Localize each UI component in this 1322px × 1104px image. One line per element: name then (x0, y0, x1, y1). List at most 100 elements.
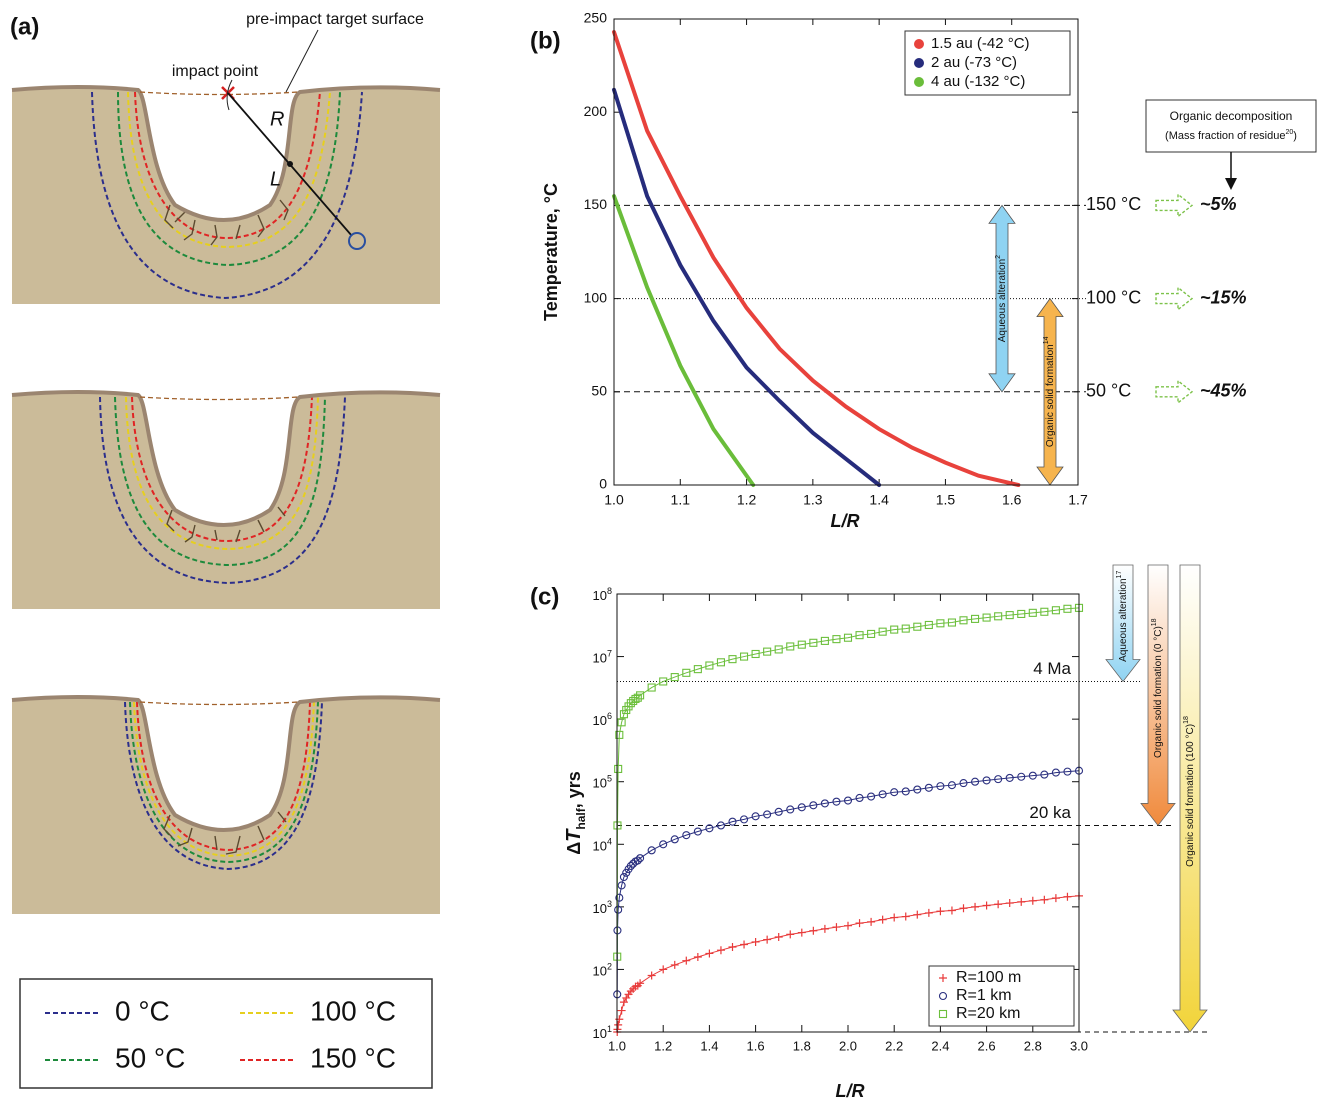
reference-label: 50 °C (1086, 381, 1131, 401)
legend-label: 50 °C (115, 1042, 185, 1073)
wall-point (287, 161, 293, 167)
marker-circle (994, 775, 1003, 784)
marker-square (647, 683, 656, 692)
marker-square (890, 625, 899, 634)
marker-plus (1051, 894, 1060, 903)
x-tick-label: 1.6 (747, 1038, 765, 1053)
marker-plus (617, 1006, 626, 1015)
range-label: Organic solid formation (0 °C)18 (1151, 618, 1163, 758)
marker-square (832, 635, 841, 644)
marker-square (936, 619, 945, 628)
marker-square (878, 627, 887, 636)
marker-plus (670, 960, 679, 969)
y-tick-label: 103 (593, 899, 612, 916)
y-tick-exponent: 4 (607, 837, 612, 847)
x-axis-title: L/R (836, 1081, 865, 1101)
residue-subtitle-part: (Mass fraction of residue (1165, 130, 1285, 142)
marker-plus (751, 937, 760, 946)
y-tick-label: 250 (584, 10, 608, 26)
marker-square (938, 1009, 948, 1019)
marker-circle (693, 827, 702, 836)
crater-3 (11, 695, 441, 914)
y-tick-label: 100 (584, 289, 608, 305)
y-axis-title-part: T (563, 828, 585, 842)
marker-circle (959, 779, 968, 788)
pre-impact-surface (139, 701, 299, 706)
marker-circle (890, 788, 899, 797)
marker-plus (913, 910, 922, 919)
pre-impact-surface (139, 91, 299, 96)
x-tick-label: 1.3 (803, 492, 823, 508)
range-label-text: Aqueous alteration (997, 259, 1008, 342)
x-tick-label: 1.2 (737, 492, 757, 508)
crater-outline (11, 390, 441, 527)
marker-circle (913, 785, 922, 794)
y-tick-label: 0 (599, 476, 607, 492)
marker-plus (682, 956, 691, 965)
y-axis-title-part: Δ (564, 842, 584, 855)
series-line (612, 30, 1021, 487)
crater-1: pre-impact target surface impact point R… (11, 11, 441, 304)
marker-plus (763, 935, 772, 944)
marker-circle (1063, 767, 1072, 776)
marker-plus (855, 919, 864, 928)
marker-circle (982, 776, 991, 785)
marker-plus (924, 908, 933, 917)
marker-plus (1063, 892, 1072, 901)
marker-circle (647, 846, 656, 855)
marker-square (682, 668, 691, 677)
ground (12, 697, 440, 914)
range-label: Organic solid formation14 (1043, 336, 1055, 447)
residue-box (1145, 99, 1317, 153)
marker-square (797, 640, 806, 649)
x-tick-label: 1.4 (700, 1038, 718, 1053)
marker-square (716, 658, 726, 667)
cracks (164, 199, 289, 246)
residue-subtitle-part: ) (1293, 130, 1297, 142)
marker-circle (716, 821, 726, 830)
isotherm-legend (19, 978, 433, 1089)
marker-circle (970, 777, 980, 786)
residue-subtitle-part: 20 (1285, 129, 1293, 136)
y-tick-label: 104 (593, 837, 612, 854)
marker-square (1028, 608, 1037, 617)
residue-arrow-head (1225, 178, 1237, 190)
marker-plus (716, 946, 725, 955)
legend-label: R=20 km (956, 1005, 1020, 1022)
isotherm (117, 91, 341, 267)
marker-square (614, 764, 623, 773)
marker-circle (670, 835, 679, 844)
plot-frame (616, 593, 1080, 1033)
residue-title: Organic decomposition (1170, 109, 1293, 123)
residue-subtitle: (Mass fraction of residue20) (1165, 129, 1297, 142)
cracks (166, 506, 286, 543)
residue-label: ~5% (1200, 194, 1237, 214)
legend-label: 4 au (-132 °C) (931, 73, 1025, 90)
legend-label: 2 au (-73 °C) (931, 54, 1017, 71)
marker-plus (659, 965, 668, 974)
isotherm (134, 91, 321, 240)
range-label-text: Organic solid formation (1045, 344, 1056, 447)
marker-plus (740, 940, 749, 949)
marker-circle (633, 856, 642, 865)
series-line (612, 194, 756, 487)
residue-label: ~15% (1200, 287, 1247, 307)
marker-square (901, 624, 910, 633)
marker-circle (626, 861, 635, 871)
y-axis-title-part: , yrs (564, 771, 584, 808)
y-tick-label: 105 (593, 774, 612, 791)
y-tick-label: 200 (584, 103, 608, 119)
x-tick-label: 2.4 (931, 1038, 949, 1053)
marker-plus (820, 924, 829, 933)
marker-square (924, 620, 933, 630)
marker-circle (809, 801, 818, 810)
y-tick-base: 10 (593, 714, 607, 729)
marker-circle (936, 782, 945, 791)
x-tick-label: 1.5 (936, 492, 956, 508)
x-tick-label: 1.8 (793, 1038, 811, 1053)
marker-circle (843, 796, 853, 805)
marker-square (1051, 606, 1060, 615)
marker-square (1005, 611, 1014, 620)
marker-plus (1028, 896, 1037, 905)
isotherm (136, 701, 311, 852)
